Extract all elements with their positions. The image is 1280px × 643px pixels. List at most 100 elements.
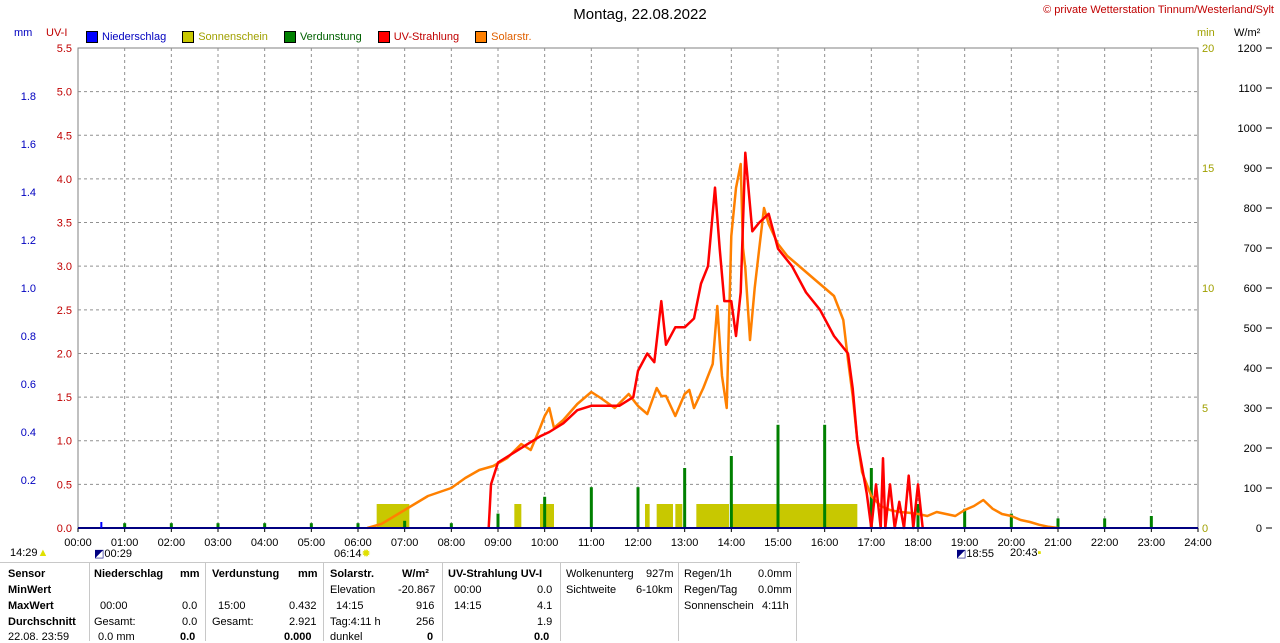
y-tick-label-wm2: 1000 xyxy=(1238,123,1262,135)
moonset-label: ◩00:29 xyxy=(94,548,132,560)
sunshine-bar xyxy=(656,504,673,528)
x-tick-label: 20:00 xyxy=(998,537,1026,549)
legend: Niederschlag Sonnenschein Verdunstung UV… xyxy=(86,31,548,43)
evaporation-bar xyxy=(776,424,780,528)
x-tick-label: 23:00 xyxy=(1138,537,1166,549)
niederschlag-max-val: 0.0 xyxy=(182,600,198,612)
x-tick-label: 16:00 xyxy=(811,537,839,549)
verdunstung-sum-val: 2.921 xyxy=(289,616,317,628)
y-tick-label-wm2: 1100 xyxy=(1238,83,1262,95)
y-tick-label-mm: 0.6 xyxy=(21,379,36,391)
x-tick-label: 10:00 xyxy=(531,537,559,549)
legend-swatch xyxy=(86,31,98,43)
y-tick-label-uv: 2.0 xyxy=(57,348,72,360)
y-tick-label-uv: 3.5 xyxy=(57,218,72,230)
legend-swatch xyxy=(377,31,390,43)
x-tick-label: 03:00 xyxy=(204,537,232,549)
moon-icon: ◩ xyxy=(94,548,105,560)
legend-item-verdunstung: Verdunstung xyxy=(283,31,362,43)
niederschlag-last-sum: 0.0 xyxy=(180,631,196,643)
sunshine-label: Sonnenschein xyxy=(684,600,754,612)
evaporation-bar xyxy=(1103,518,1107,528)
solar-header: Solarstr. xyxy=(330,568,375,580)
uv-min-val: 0.0 xyxy=(537,584,553,596)
stats-uv-col: UV-Strahlung UV-I 00:00 0.0 14:15 4.1 1.… xyxy=(448,562,558,643)
verdunstung-max-time: 15:00 xyxy=(218,600,246,612)
legend-item-sonnenschein: Sonnenschein xyxy=(182,31,268,43)
evaporation-bar xyxy=(823,424,827,528)
sunshine-bar xyxy=(731,504,858,528)
stats-verdunstung-col: Verdunstung mm 15:00 0.432 Gesamt: 2.921… xyxy=(212,562,320,643)
y-tick-label-min: 15 xyxy=(1202,163,1214,175)
y-tick-label-wm2: 400 xyxy=(1244,363,1262,375)
divider xyxy=(678,562,679,641)
x-tick-label: 12:00 xyxy=(624,537,652,549)
divider xyxy=(323,562,324,641)
niederschlag-header: Niederschlag xyxy=(94,568,164,580)
verdunstung-unit: mm xyxy=(298,568,318,580)
evaporation-bar xyxy=(356,523,360,528)
x-tick-label: 11:00 xyxy=(578,537,605,549)
y-tick-label-wm2: 800 xyxy=(1244,203,1262,215)
evaporation-bar xyxy=(169,523,173,528)
weather-chart: 00:00 01:00 02:00 03:00 04:00 05:00 06:00 07:00… xyxy=(21,43,1272,549)
evaporation-bar xyxy=(869,468,873,528)
evaporation-bar xyxy=(729,456,733,528)
label-avg: Durchschnitt xyxy=(8,616,76,628)
uv-min-time: 00:00 xyxy=(454,584,482,596)
x-tick-label: 05:00 xyxy=(298,537,326,549)
label-min: MinWert xyxy=(8,584,52,596)
x-tick-label: 14:00 xyxy=(718,537,746,549)
right-axis-unit-wm2: W/m² xyxy=(1234,27,1261,39)
solar-radiation-line xyxy=(366,162,1059,530)
sunrise-label: 06:14✹ xyxy=(334,548,371,560)
stats-labels-col: Sensor MinWert MaxWert Durchschnitt 22.0… xyxy=(8,562,88,643)
niederschlag-unit: mm xyxy=(180,568,200,580)
divider xyxy=(0,562,800,563)
sunshine-bar xyxy=(645,504,650,528)
legend-item-uv-strahlung: UV-Strahlung xyxy=(377,31,459,43)
y-tick-label-wm2: 1200 xyxy=(1238,43,1262,55)
y-tick-label-wm2: 200 xyxy=(1244,443,1262,455)
niederschlag-last-val: 0.0 mm xyxy=(98,631,135,643)
copyright-text: © private Wetterstation Tinnum/Westerlan… xyxy=(1043,4,1274,16)
y-tick-label-mm: 1.8 xyxy=(21,91,36,103)
rain-day-label: Regen/Tag xyxy=(684,584,738,596)
y-tick-label-uv: 3.0 xyxy=(57,261,72,273)
left-axis-unit-mm: mm xyxy=(14,27,33,39)
right-axis-unit-min: min xyxy=(1197,27,1215,39)
x-tick-label: 15:00 xyxy=(764,537,792,549)
solar-dark-val: 0 xyxy=(427,631,434,643)
y-tick-label-wm2: 700 xyxy=(1244,243,1262,255)
label-sensor: Sensor xyxy=(8,568,46,580)
divider xyxy=(89,562,90,641)
niederschlag-sum-label: Gesamt: xyxy=(94,616,136,628)
stats-table: Sensor MinWert MaxWert Durchschnitt 22.0… xyxy=(0,562,1280,643)
chart-title: Montag, 22.08.2022 xyxy=(573,6,707,23)
evaporation-bar xyxy=(496,513,500,528)
y-tick-label-uv: 2.5 xyxy=(57,305,72,317)
y-tick-label-wm2: 900 xyxy=(1244,163,1262,175)
x-tick-label: 24:00 xyxy=(1184,537,1212,549)
label-max: MaxWert xyxy=(8,600,54,612)
stats-solar-col: Solarstr. W/m² Elevation -20.867 14:15 9… xyxy=(330,562,440,643)
y-tick-label-wm2: 600 xyxy=(1244,283,1262,295)
y-tick-label-uv: 0.5 xyxy=(57,479,72,491)
x-tick-label: 07:00 xyxy=(391,537,419,549)
y-tick-label-mm: 1.6 xyxy=(21,139,36,151)
y-tick-label-mm: 1.2 xyxy=(21,235,36,247)
cloud-base-val: 927m xyxy=(646,568,674,580)
evaporation-bar xyxy=(449,523,453,528)
sun-icon: ▲ xyxy=(37,547,49,559)
moonrise-label: 14:29▲ xyxy=(10,547,49,559)
solar-elev-label: Elevation xyxy=(330,584,376,596)
evaporation-bar xyxy=(683,468,687,528)
label-time: 22.08. 23:59 xyxy=(8,631,70,643)
evaporation-bar xyxy=(263,523,267,528)
evaporation-bar xyxy=(1149,516,1153,528)
legend-swatch xyxy=(475,31,488,43)
solar-elev-val: -20.867 xyxy=(398,584,436,596)
uv-avg-val: 1.9 xyxy=(537,616,553,628)
y-tick-label-uv: 0.0 xyxy=(57,523,72,535)
stats-cloud-col: Wolkenunterg 927m Sichtweite 6-10km xyxy=(566,562,678,641)
